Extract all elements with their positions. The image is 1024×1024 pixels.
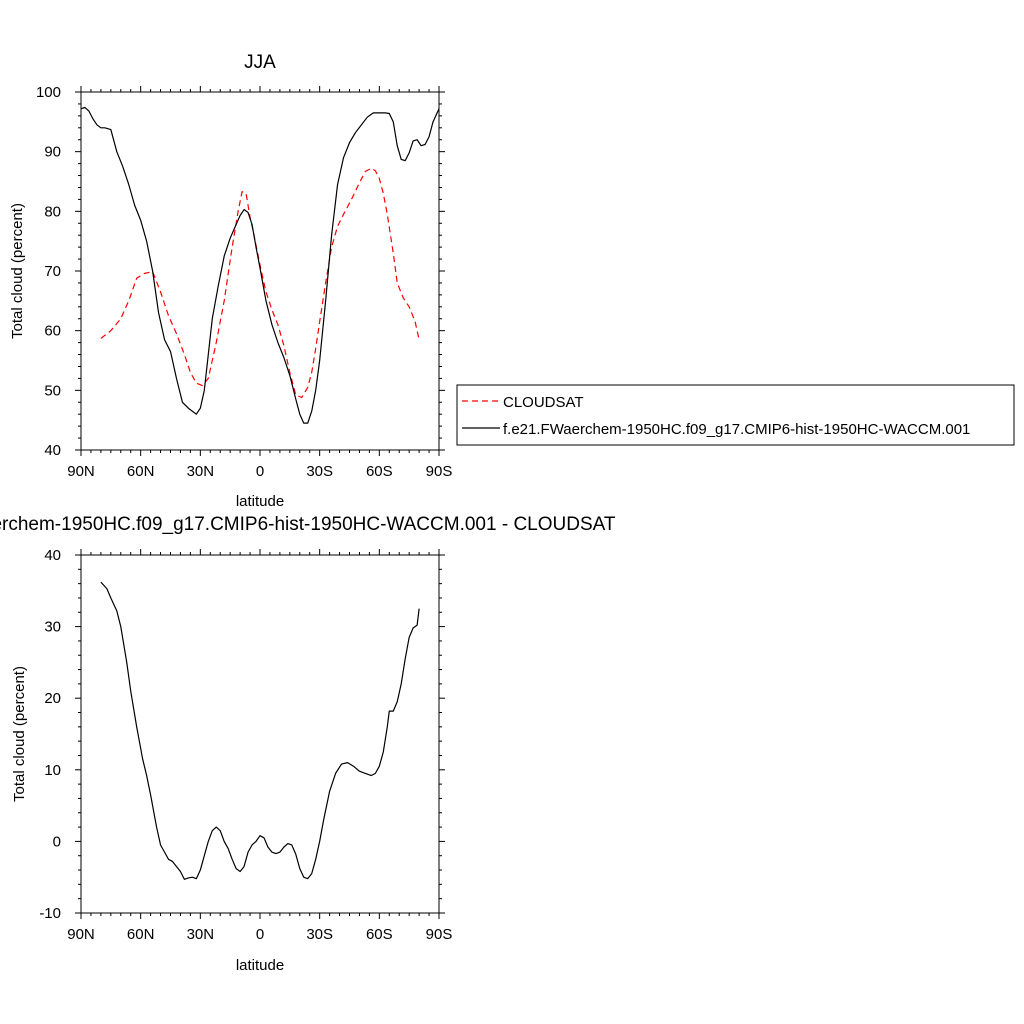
x-tick-label: 90N xyxy=(67,463,95,480)
x-tick-label: 30N xyxy=(187,926,215,943)
x-tick-label: 30S xyxy=(306,463,333,480)
y-tick-label: 40 xyxy=(44,442,61,459)
y-tick-label: 100 xyxy=(36,84,61,101)
bottom-y-axis-title: Total cloud (percent) xyxy=(11,666,28,802)
y-tick-label: -10 xyxy=(39,905,61,922)
top-x-tick-labels: 90N 60N 30N 0 30S 60S 90S xyxy=(67,463,452,480)
bottom-plot-frame xyxy=(80,554,440,914)
x-tick-label: 0 xyxy=(256,926,264,943)
x-tick-label: 90S xyxy=(426,926,453,943)
y-tick-label: 20 xyxy=(44,690,61,707)
x-tick-label: 60S xyxy=(366,926,393,943)
x-tick-label: 0 xyxy=(256,463,264,480)
top-chart-title: JJA xyxy=(244,52,276,73)
y-tick-label: 50 xyxy=(44,382,61,399)
legend: CLOUDSAT f.e21.FWaerchem-1950HC.f09_g17.… xyxy=(456,384,1015,446)
y-tick-label: 60 xyxy=(44,323,61,340)
legend-label-cloudsat: CLOUDSAT xyxy=(503,394,584,411)
bottom-x-tick-labels: 90N 60N 30N 0 30S 60S 90S xyxy=(67,926,452,943)
bottom-x-axis-title: latitude xyxy=(236,957,284,974)
bottom-series-group xyxy=(100,581,420,880)
x-tick-label: 90N xyxy=(67,926,95,943)
bottom-axis-ticks xyxy=(75,549,445,919)
x-tick-label: 30N xyxy=(187,463,215,480)
series-line-model xyxy=(100,581,420,880)
top-y-tick-labels: 40 50 60 70 80 90 100 xyxy=(36,84,61,459)
x-tick-label: 60N xyxy=(127,463,155,480)
y-tick-label: 90 xyxy=(44,144,61,161)
legend-box xyxy=(456,384,1015,446)
x-tick-label: 90S xyxy=(426,463,453,480)
y-tick-label: 80 xyxy=(44,203,61,220)
x-tick-label: 30S xyxy=(306,926,333,943)
y-tick-label: 30 xyxy=(44,619,61,636)
bottom-plot: f.e21.FWaerchem-1950HC.f09_g17.CMIP6-his… xyxy=(0,514,616,974)
top-series-group xyxy=(80,106,440,424)
bottom-y-tick-labels: -10 0 10 20 30 40 xyxy=(39,547,61,922)
y-tick-label: 40 xyxy=(44,547,61,564)
top-y-axis-title: Total cloud (percent) xyxy=(9,203,26,339)
legend-label-model: f.e21.FWaerchem-1950HC.f09_g17.CMIP6-his… xyxy=(503,421,970,438)
top-x-axis-title: latitude xyxy=(236,493,284,510)
y-tick-label: 10 xyxy=(44,762,61,779)
top-plot: JJA 90N 60N 30N 0 30S 60S 90S 405060708090100 … xyxy=(9,52,1015,510)
x-tick-label: 60S xyxy=(366,463,393,480)
series-line-model xyxy=(80,106,440,424)
x-tick-label: 60N xyxy=(127,926,155,943)
y-tick-label: 70 xyxy=(44,263,61,280)
bottom-chart-title: f.e21.FWaerchem-1950HC.f09_g17.CMIP6-his… xyxy=(0,514,616,535)
y-tick-label: 0 xyxy=(53,833,61,850)
series-line-cloudsat xyxy=(100,167,420,399)
top-axis-ticks xyxy=(75,86,445,456)
